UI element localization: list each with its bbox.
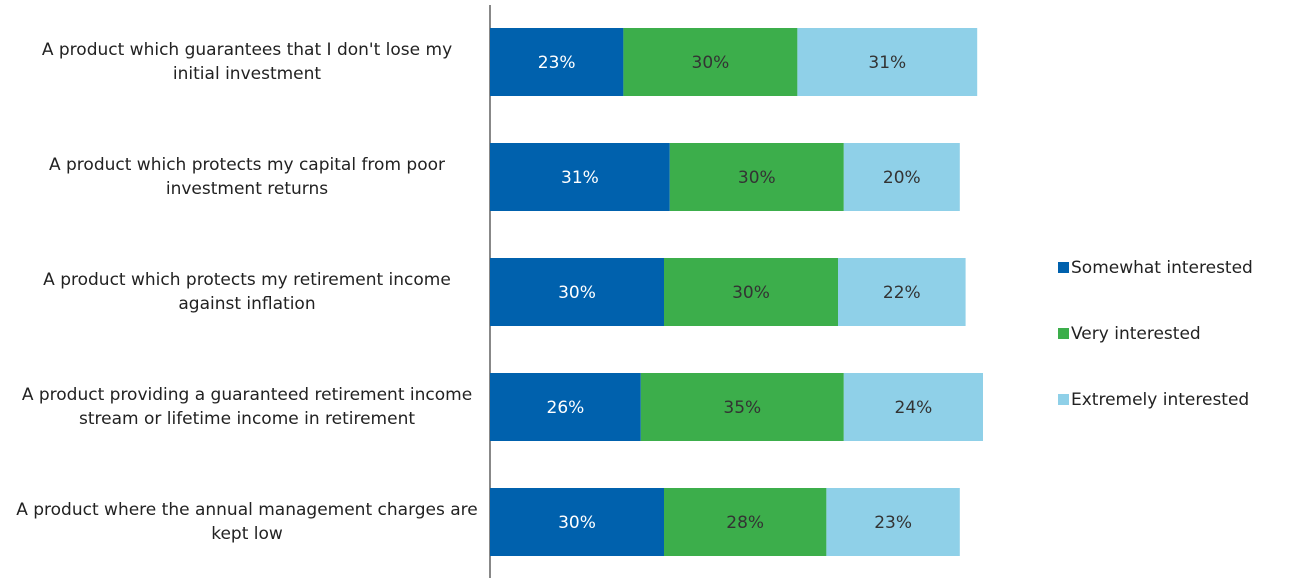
legend-label: Very interested (1071, 324, 1201, 344)
bar-segment (838, 258, 966, 326)
bar-segment (640, 373, 844, 441)
value-label: 30% (558, 283, 596, 303)
value-label: 22% (883, 283, 921, 303)
bar-segment (490, 373, 641, 441)
bar-segment (623, 28, 798, 96)
bar-segment (490, 258, 664, 326)
bar-segment (826, 488, 960, 556)
value-label: 35% (723, 398, 761, 418)
bar-segment (490, 28, 624, 96)
value-label: 31% (868, 53, 906, 73)
legend-swatch (1058, 328, 1069, 339)
value-label: 23% (874, 513, 912, 533)
value-label: 28% (726, 513, 764, 533)
category-label: A product which guarantees that I don't … (41, 40, 453, 84)
value-label: 26% (547, 398, 585, 418)
value-label: 31% (561, 168, 599, 188)
bar-segment (843, 143, 960, 211)
bar-segment (669, 143, 844, 211)
bar-segment (490, 143, 670, 211)
value-label: 23% (538, 53, 576, 73)
category-label: A product which protects my capital from… (48, 155, 445, 199)
bar-segment (664, 258, 838, 326)
bar-segment (797, 28, 978, 96)
value-label: 20% (883, 168, 921, 188)
legend-label: Extremely interested (1071, 390, 1249, 410)
legend-label: Somewhat interested (1071, 258, 1253, 278)
value-label: 30% (692, 53, 730, 73)
value-label: 30% (558, 513, 596, 533)
legend-swatch (1058, 394, 1069, 405)
value-label: 24% (895, 398, 933, 418)
bar-segment (843, 373, 983, 441)
bar-segment (490, 488, 664, 556)
value-label: 30% (732, 283, 770, 303)
category-label: A product where the annual management ch… (16, 500, 478, 544)
category-label: A product providing a guaranteed retirem… (21, 385, 473, 429)
category-label: A product which protects my retirement i… (43, 270, 451, 314)
bar-segment (664, 488, 827, 556)
legend-swatch (1058, 262, 1069, 273)
value-label: 30% (738, 168, 776, 188)
